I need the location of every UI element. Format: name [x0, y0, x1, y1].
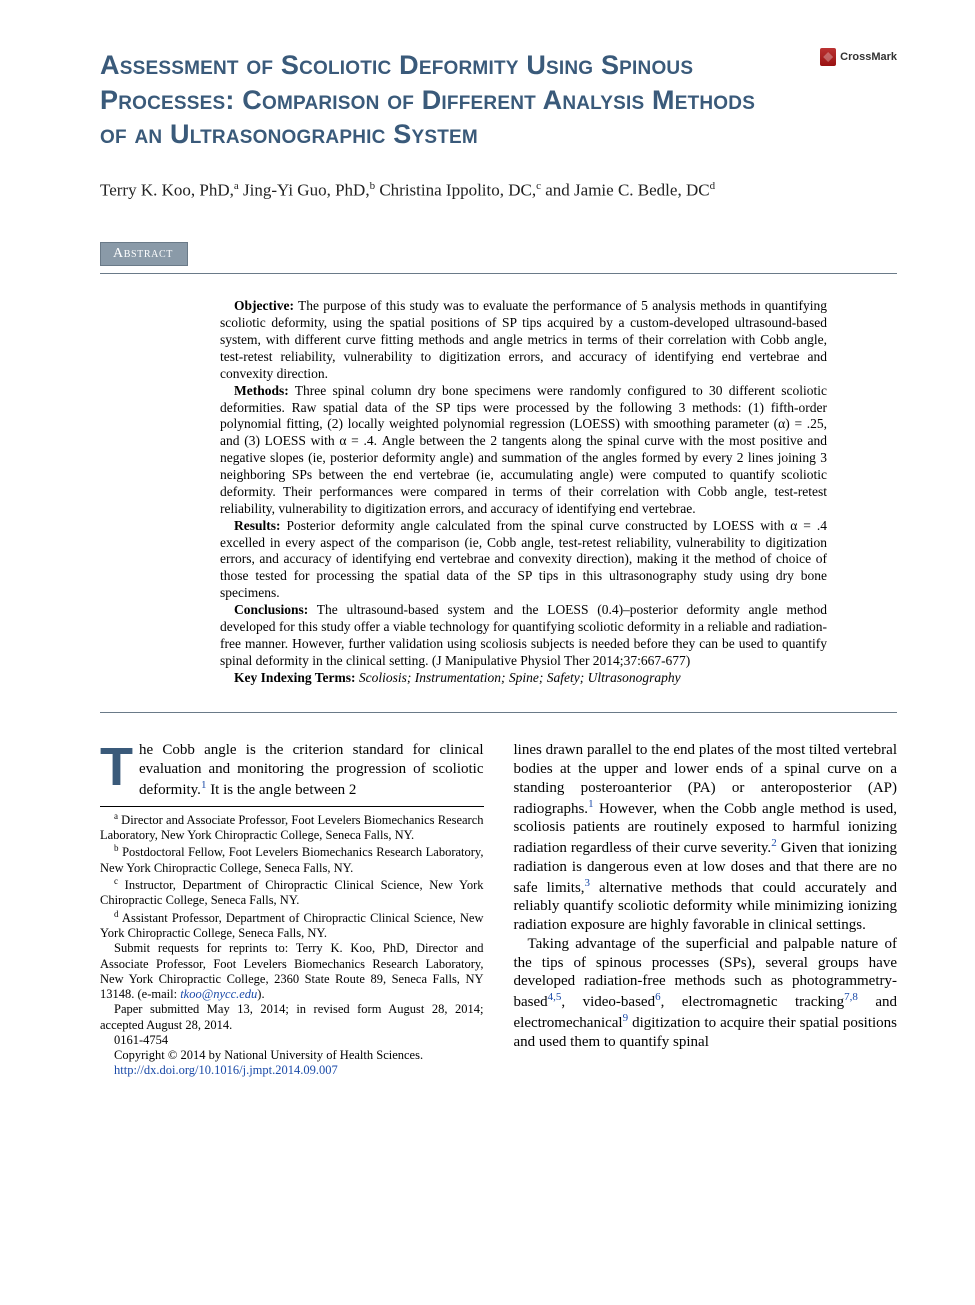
right-p1: lines drawn parallel to the end plates o…	[514, 741, 898, 935]
article-title: Assessment of Scoliotic Deformity Using …	[100, 48, 760, 152]
doi-line: http://dx.doi.org/10.1016/j.jmpt.2014.09…	[100, 1063, 484, 1078]
page: CrossMark Assessment of Scoliotic Deform…	[0, 0, 975, 1305]
abstract-rule-bottom	[100, 712, 897, 713]
dropcap: T	[100, 741, 139, 789]
abstract-methods-label: Methods:	[234, 383, 289, 398]
affiliation-c: c Instructor, Department of Chiropractic…	[100, 876, 484, 909]
abstract-results: Results: Posterior deformity angle calcu…	[220, 518, 827, 602]
affiliation-d: d Assistant Professor, Department of Chi…	[100, 909, 484, 942]
abstract-body: Objective: The purpose of this study was…	[220, 298, 827, 686]
abstract-objective-label: Objective:	[234, 298, 294, 313]
right-p2: Taking advantage of the superficial and …	[514, 935, 898, 1052]
crossmark-label: CrossMark	[840, 51, 897, 63]
body-columns: The Cobb angle is the criterion standard…	[100, 741, 897, 1078]
abstract-conclusions-label: Conclusions:	[234, 602, 308, 617]
key-terms-text: Scoliosis; Instrumentation; Spine; Safet…	[359, 670, 681, 685]
abstract-objective-text: The purpose of this study was to evaluat…	[220, 298, 827, 381]
issn: 0161-4754	[100, 1033, 484, 1048]
abstract-methods: Methods: Three spinal column dry bone sp…	[220, 383, 827, 518]
abstract-results-label: Results:	[234, 518, 281, 533]
authors-line: Terry K. Koo, PhD,a Jing-Yi Guo, PhD,b C…	[100, 180, 897, 201]
abstract-objective: Objective: The purpose of this study was…	[220, 298, 827, 382]
crossmark-badge[interactable]: CrossMark	[820, 48, 897, 66]
abstract-conclusions: Conclusions: The ultrasound-based system…	[220, 602, 827, 670]
key-terms-label: Key Indexing Terms:	[234, 670, 356, 685]
footnote-block: a Director and Associate Professor, Foot…	[100, 806, 484, 1079]
crossmark-icon	[820, 48, 836, 66]
submission-dates: Paper submitted May 13, 2014; in revised…	[100, 1002, 484, 1033]
abstract-results-text: Posterior deformity angle calculated fro…	[220, 518, 827, 601]
abstract-rule-top	[100, 273, 897, 274]
abstract-tab-row: Abstract	[100, 242, 897, 266]
doi-link[interactable]: http://dx.doi.org/10.1016/j.jmpt.2014.09…	[114, 1063, 338, 1077]
intro-text: he Cobb angle is the criterion standard …	[139, 742, 484, 798]
abstract-methods-text: Three spinal column dry bone specimens w…	[220, 383, 827, 516]
affiliation-b: b Postdoctoral Fellow, Foot Levelers Bio…	[100, 843, 484, 876]
left-column: The Cobb angle is the criterion standard…	[100, 741, 484, 1078]
correspondence: Submit requests for reprints to: Terry K…	[100, 941, 484, 1002]
abstract-tab: Abstract	[100, 242, 188, 266]
abstract-keywords: Key Indexing Terms: Scoliosis; Instrumen…	[220, 670, 827, 687]
right-column: lines drawn parallel to the end plates o…	[514, 741, 898, 1078]
copyright: Copyright © 2014 by National University …	[100, 1048, 484, 1063]
intro-paragraph: The Cobb angle is the criterion standard…	[100, 741, 484, 799]
affiliation-a: a Director and Associate Professor, Foot…	[100, 811, 484, 844]
abstract-conclusions-text: The ultrasound-based system and the LOES…	[220, 602, 827, 668]
